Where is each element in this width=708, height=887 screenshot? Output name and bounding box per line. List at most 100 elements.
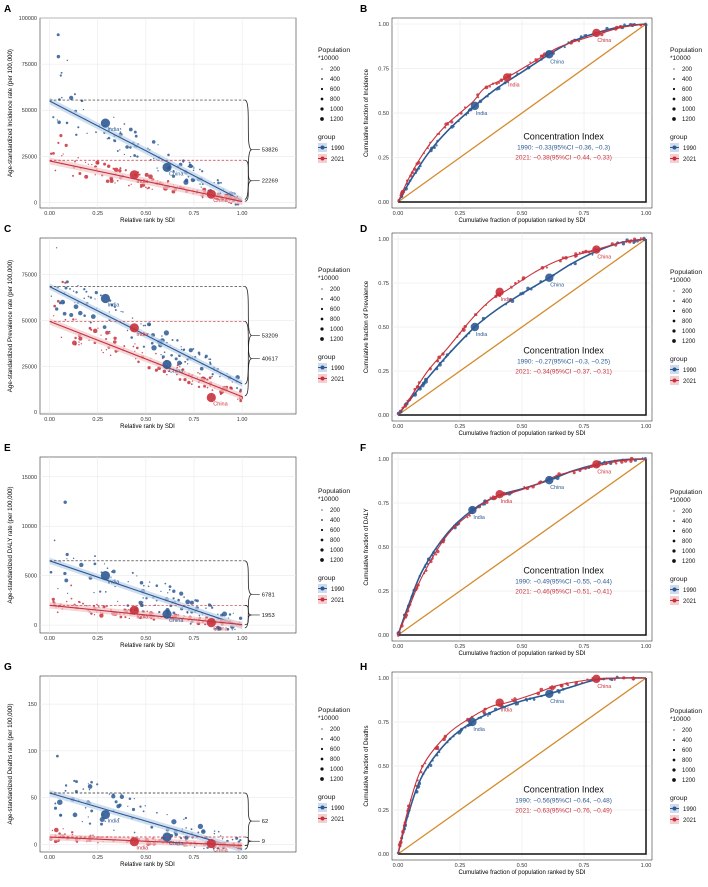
data-point: [65, 280, 69, 284]
curve-point: [397, 632, 399, 635]
india-point-2021: [129, 323, 139, 333]
data-point: [232, 612, 234, 614]
india-label: India: [107, 819, 120, 825]
curve-point: [555, 476, 560, 480]
legend-population-title: Population: [670, 47, 702, 54]
data-point: [190, 383, 193, 386]
legend-key-dot: [320, 586, 325, 591]
curve-point: [414, 586, 419, 590]
data-point: [119, 167, 122, 170]
x-tick-label: 0.25: [455, 211, 466, 217]
data-point: [61, 280, 64, 284]
curve-point: [400, 194, 403, 197]
curve-point: [429, 763, 433, 768]
curve-point: [610, 461, 613, 464]
x-tick-label: 0.00: [44, 855, 55, 861]
legend-population-title: Population: [670, 489, 702, 496]
legend-group-label: 1990: [331, 146, 345, 152]
data-point: [187, 380, 191, 385]
x-tick-label: 0.00: [393, 424, 404, 430]
data-point: [144, 324, 147, 327]
data-point: [183, 818, 185, 820]
data-point: [217, 181, 220, 185]
data-point: [186, 363, 189, 365]
legend-size-dot: [320, 317, 324, 321]
data-point: [176, 339, 179, 342]
data-point: [114, 182, 116, 184]
data-point: [66, 558, 68, 560]
data-point: [118, 169, 122, 173]
curve-point: [639, 237, 642, 239]
data-point: [161, 335, 163, 337]
data-point: [134, 134, 138, 138]
curve-point: [561, 687, 565, 691]
data-point: [78, 310, 83, 316]
data-point: [120, 310, 122, 313]
curve-point: [406, 179, 409, 182]
data-point: [113, 167, 119, 173]
x-axis-label: Cumulative fraction of population ranked…: [458, 870, 585, 876]
curve-point: [600, 32, 604, 37]
data-point: [96, 603, 98, 606]
curve-point: [619, 25, 623, 29]
curve-point: [511, 698, 513, 701]
data-point: [70, 597, 73, 600]
legend-size-label: 1000: [330, 107, 344, 113]
curve-point: [533, 285, 536, 288]
legend-key-dot: [320, 156, 325, 161]
curve-point: [465, 719, 469, 722]
legend-group-title: group: [318, 134, 336, 141]
data-point: [123, 153, 126, 156]
legend-size-dot: [320, 117, 324, 121]
china-label: China: [597, 255, 611, 261]
curve-point: [415, 589, 418, 592]
lorenz-curves: India India China China: [396, 236, 647, 416]
china-point-2021: [206, 392, 216, 403]
legend: Population*10000 200 400 600 800 1000 1200 grou…: [318, 707, 350, 823]
curve-point: [468, 514, 471, 517]
data-point: [69, 287, 71, 290]
data-point: [112, 167, 115, 170]
x-tick-label: 0.00: [44, 211, 55, 217]
curve-point: [461, 327, 464, 330]
curve-point: [620, 460, 624, 464]
x-tick-label: 0.00: [393, 644, 404, 650]
data-point: [54, 169, 57, 172]
x-axis-label: Relative rank by SDI: [120, 424, 175, 430]
curve-point: [551, 684, 554, 687]
india-label: India: [107, 303, 120, 309]
y-tick-label: 0.25: [378, 808, 389, 814]
india-point-2021: [495, 287, 504, 296]
data-point: [73, 93, 76, 96]
data-point: [155, 352, 157, 355]
data-point: [51, 829, 54, 832]
data-point: [193, 846, 196, 848]
y-tick-labels: 0 25000 50000 75000 100000: [19, 16, 37, 206]
data-point: [147, 186, 150, 189]
curve-point: [450, 120, 454, 124]
x-tick-label: 0.25: [92, 855, 103, 861]
legend-size-label: 1000: [682, 107, 696, 113]
legend-population-title: Population: [318, 267, 350, 274]
data-point: [87, 163, 90, 165]
curve-point: [429, 148, 433, 153]
data-point: [54, 802, 57, 805]
data-point: [91, 163, 93, 166]
data-point: [214, 627, 217, 630]
legend-size-label: 800: [330, 317, 341, 323]
curve-point: [622, 458, 625, 461]
curve-point: [456, 114, 459, 117]
curve-point: [431, 557, 434, 560]
legend-key-dot: [320, 805, 325, 810]
curve-point: [479, 716, 483, 719]
curve-point: [629, 456, 634, 461]
india-label: India: [501, 499, 513, 505]
curve-point: [587, 250, 591, 254]
x-tick-label: 1.00: [237, 636, 248, 642]
data-point: [219, 375, 221, 378]
data-point: [198, 353, 201, 356]
legend-size-label: 1200: [682, 339, 696, 345]
legend-population-title: Population: [318, 47, 350, 54]
data-point: [203, 384, 207, 388]
data-point: [220, 181, 222, 184]
